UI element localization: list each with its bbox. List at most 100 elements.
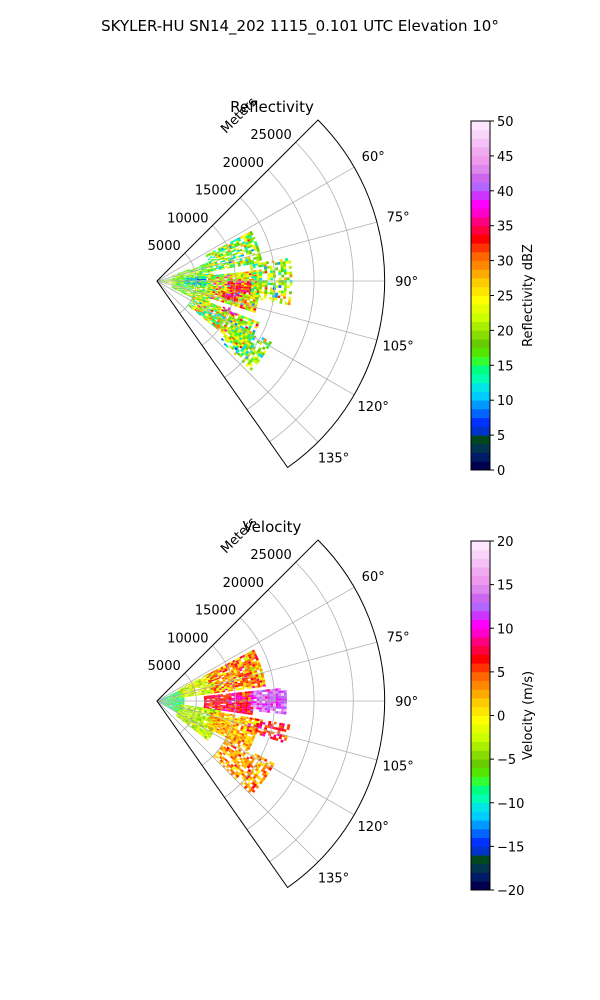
radar-cell	[222, 707, 226, 710]
radar-cell	[214, 718, 218, 721]
radar-cell	[214, 323, 218, 327]
radar-cell	[216, 316, 220, 319]
radar-cell	[256, 701, 260, 704]
radar-cell	[210, 713, 214, 716]
radar-cell	[204, 693, 208, 695]
radar-cell	[208, 298, 211, 301]
radar-cell	[208, 718, 212, 721]
radar-cell	[253, 701, 257, 704]
radar-cell	[195, 711, 199, 714]
radar-cell	[207, 678, 211, 681]
radar-cell	[200, 293, 204, 296]
radar-cell	[284, 285, 287, 289]
radar-cell	[234, 683, 238, 686]
radar-cell	[222, 721, 226, 724]
radar-cell	[236, 750, 241, 754]
radar-cell	[267, 275, 271, 278]
radar-cell	[247, 777, 251, 782]
radar-cell	[192, 680, 196, 683]
radar-cell	[197, 684, 200, 687]
colorbar-swatch	[471, 855, 490, 865]
radar-cell	[237, 291, 241, 294]
radar-cell	[248, 325, 252, 329]
radar-cell	[215, 312, 219, 315]
radar-cell	[202, 675, 205, 678]
radar-cell	[202, 296, 206, 299]
colorbar-swatch	[471, 426, 490, 436]
radar-cell	[203, 276, 207, 279]
radar-cell	[190, 707, 194, 709]
radar-cell	[219, 721, 223, 724]
radar-cell	[162, 699, 166, 701]
radar-cell	[189, 711, 193, 713]
radar-cell	[206, 676, 210, 679]
radar-cell	[175, 282, 179, 284]
radar-cell	[239, 295, 243, 298]
radar-cell	[211, 318, 215, 321]
radar-cell	[235, 332, 239, 336]
radar-cell	[207, 319, 211, 322]
radar-cell	[250, 692, 254, 696]
radar-cell	[170, 697, 174, 699]
radar-cell	[204, 690, 208, 692]
radar-cell	[187, 269, 191, 271]
radar-cell	[262, 766, 266, 771]
radar-cell	[172, 278, 176, 280]
radar-cell	[210, 309, 214, 313]
radar-cell	[242, 656, 247, 660]
radar-cell	[267, 703, 271, 706]
radar-cell	[202, 716, 206, 719]
radar-cell	[224, 257, 228, 260]
radar-cell	[218, 686, 222, 689]
radar-cell	[184, 290, 188, 293]
radar-cell	[187, 690, 191, 693]
colorbar-swatch	[471, 645, 490, 655]
radar-cell	[218, 248, 222, 252]
radar-cell	[216, 297, 220, 300]
range-ring-4	[269, 561, 354, 863]
radar-cell	[206, 687, 210, 689]
radar-cell	[187, 278, 190, 280]
radar-cell	[255, 296, 259, 300]
radar-cell	[218, 256, 222, 259]
radar-cell	[245, 262, 249, 266]
radar-cell	[246, 774, 251, 778]
radar-cell	[167, 695, 170, 697]
radar-cell	[281, 725, 285, 729]
range-tick-label: 25000	[250, 128, 291, 143]
radar-cell	[242, 695, 246, 698]
radar-cell	[243, 765, 247, 769]
radar-cell	[214, 293, 218, 296]
radar-cell	[217, 667, 221, 670]
radar-cell	[204, 697, 207, 699]
radar-cell	[224, 309, 228, 312]
radar-cell	[164, 703, 168, 705]
radar-cell	[227, 296, 231, 299]
colorbar-swatch	[471, 199, 490, 209]
radar-cell	[275, 285, 279, 288]
colorbar-tick-label: −15	[497, 840, 524, 855]
radar-cell	[206, 703, 210, 705]
radar-cell	[217, 708, 221, 711]
radar-cell	[200, 276, 204, 278]
radar-cell	[162, 702, 166, 703]
radar-cell	[224, 329, 228, 332]
radar-cell	[288, 296, 292, 300]
radar-cell	[188, 274, 192, 276]
radar-cell	[185, 705, 189, 707]
radar-cell	[227, 678, 231, 681]
radar-cell	[175, 276, 178, 278]
radar-cell	[246, 279, 250, 281]
radar-cell	[253, 653, 258, 657]
radar-cell	[231, 342, 235, 346]
radar-cell	[234, 672, 238, 675]
radar-cell	[246, 284, 250, 287]
radar-cell	[259, 696, 263, 699]
radar-cell	[237, 702, 240, 705]
colorbar-swatch	[471, 802, 490, 812]
radar-cell	[195, 296, 199, 299]
radar-cell	[199, 707, 203, 709]
range-ring-0	[179, 672, 197, 734]
radar-cell	[212, 714, 216, 717]
radar-cell	[278, 695, 282, 699]
